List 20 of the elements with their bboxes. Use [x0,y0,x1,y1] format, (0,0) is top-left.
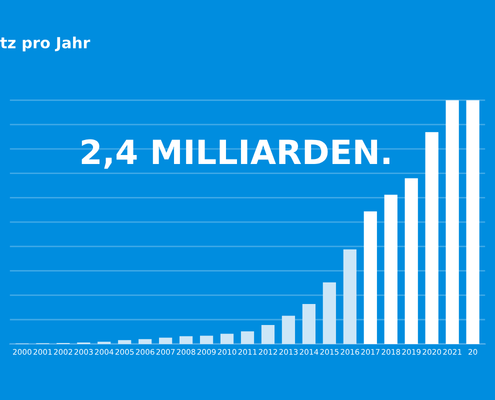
bar [425,132,438,344]
bar [240,331,254,344]
bar [466,100,480,344]
bar [404,178,418,344]
bar [261,324,275,344]
bar [118,340,132,344]
bar [302,304,316,344]
bar [364,211,377,344]
bar [343,249,356,344]
bar [282,316,296,344]
chart-title: tz pro Jahr [0,36,90,52]
bar [159,338,172,344]
bar [322,282,336,344]
bar [179,336,193,344]
bar [138,339,152,344]
bar [200,336,214,344]
bar [220,334,234,344]
annotation: 2,4 MILLIARDEN. [82,139,390,169]
bar [446,100,459,344]
bar [384,194,398,344]
